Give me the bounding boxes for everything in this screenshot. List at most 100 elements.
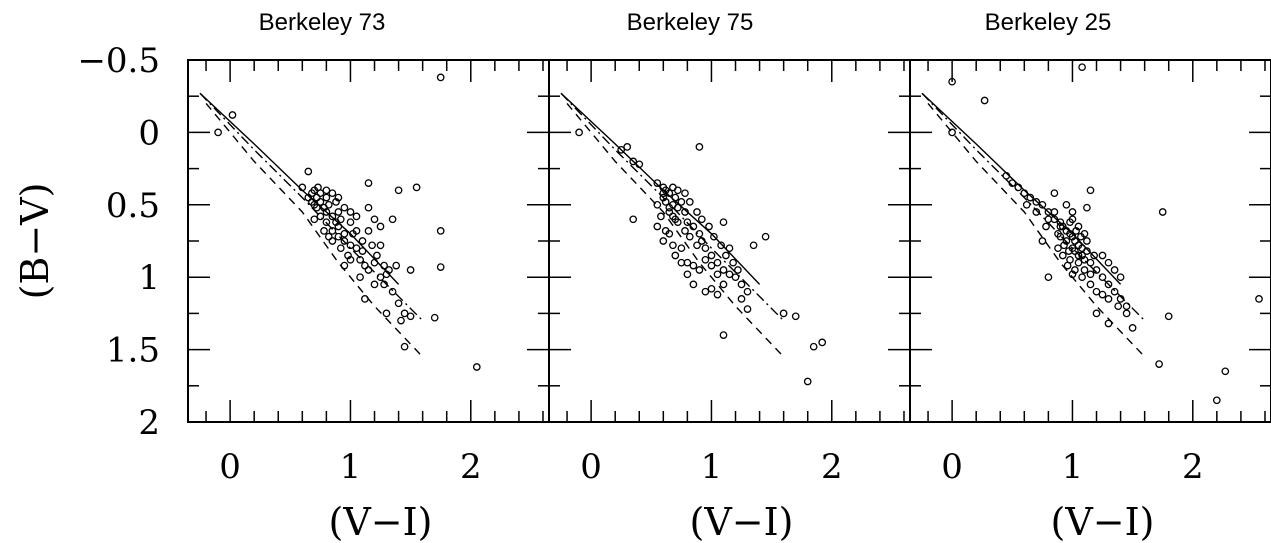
data-point xyxy=(406,312,415,321)
data-point xyxy=(358,247,367,255)
data-point xyxy=(661,227,670,235)
data-point xyxy=(352,212,361,221)
x-tick-label: 0 xyxy=(580,447,602,487)
axis-ticks xyxy=(549,59,910,423)
data-point xyxy=(334,232,343,241)
data-point xyxy=(322,193,331,202)
data-point xyxy=(677,258,686,267)
data-point xyxy=(669,212,677,221)
data-point xyxy=(1083,203,1091,212)
isochrone-curve xyxy=(199,92,400,285)
data-point xyxy=(346,241,355,250)
data-point xyxy=(1116,273,1125,282)
data-point xyxy=(328,237,337,245)
data-point xyxy=(701,255,710,264)
data-point xyxy=(1086,258,1095,267)
x-tick-label: 0 xyxy=(941,447,963,487)
data-point xyxy=(1090,251,1098,260)
data-point xyxy=(809,342,818,351)
panel-title: Berkeley 25 xyxy=(985,9,1112,36)
data-point xyxy=(895,157,901,163)
isochrone-curves xyxy=(560,92,785,358)
data-point xyxy=(1072,227,1080,235)
data-point xyxy=(701,287,710,296)
data-point xyxy=(1212,396,1221,405)
data-point xyxy=(304,193,313,202)
data-point xyxy=(1032,208,1041,216)
data-point xyxy=(324,232,333,241)
data-point xyxy=(430,313,439,322)
isochrone-curve xyxy=(921,92,1122,285)
y-tick-label: −0.5 xyxy=(77,41,160,81)
data-point xyxy=(373,251,381,260)
data-point xyxy=(1050,208,1059,216)
data-point xyxy=(1042,222,1050,231)
x-tick-label: 2 xyxy=(460,447,482,487)
data-point xyxy=(214,128,222,137)
data-point xyxy=(1078,63,1086,72)
y-tick-label: 0 xyxy=(138,113,160,153)
data-point xyxy=(346,255,355,264)
data-point xyxy=(761,232,770,241)
data-point xyxy=(358,237,367,245)
data-point xyxy=(388,287,397,296)
data-point xyxy=(695,266,704,274)
data-point xyxy=(1086,186,1095,195)
data-point xyxy=(731,273,740,282)
scatter-points xyxy=(895,63,1263,405)
data-point xyxy=(1104,319,1113,328)
data-point xyxy=(312,203,321,212)
data-point xyxy=(1114,302,1123,311)
data-point xyxy=(1077,232,1085,241)
data-point xyxy=(693,241,701,250)
isochrone-curves xyxy=(921,92,1146,358)
data-point xyxy=(697,215,706,224)
data-point xyxy=(681,189,689,198)
data-point xyxy=(1060,241,1068,250)
isochrone-curve xyxy=(560,92,761,285)
data-point xyxy=(412,183,421,192)
x-axis-label: (V−I) xyxy=(1051,500,1155,543)
data-point xyxy=(361,295,369,303)
data-point xyxy=(653,222,662,231)
data-point xyxy=(710,232,718,241)
panel-berkeley-73: Berkeley 73 0 1 2 (V−I) xyxy=(187,9,550,543)
data-point xyxy=(436,227,445,235)
data-point xyxy=(340,229,349,238)
data-point xyxy=(734,266,742,274)
data-point xyxy=(693,208,701,216)
data-point xyxy=(397,316,405,325)
y-axis: −0.5 0 0.5 1 1.5 2 (B−V) xyxy=(13,41,160,443)
data-point xyxy=(617,145,626,154)
data-point xyxy=(1110,266,1119,274)
data-point xyxy=(1164,312,1173,321)
data-point xyxy=(328,189,337,198)
data-point xyxy=(376,273,385,282)
data-point xyxy=(392,261,401,270)
data-point xyxy=(980,96,989,105)
data-point xyxy=(1078,273,1086,282)
data-point xyxy=(685,232,694,241)
x-tick-labels: 0 1 2 xyxy=(580,447,842,487)
data-point xyxy=(320,227,328,235)
data-point xyxy=(310,215,319,224)
data-point xyxy=(713,258,722,267)
panel-berkeley-25: Berkeley 25 0 1 2 (V−I) xyxy=(895,9,1271,543)
data-point xyxy=(370,215,379,224)
data-point xyxy=(328,212,337,221)
panel-title: Berkeley 75 xyxy=(627,9,754,36)
data-point xyxy=(336,244,345,253)
data-point xyxy=(340,237,349,245)
data-point xyxy=(364,203,373,212)
data-point xyxy=(707,261,716,270)
x-tick-label: 1 xyxy=(340,447,362,487)
isochrone-curves xyxy=(199,92,424,358)
y-tick-label: 1 xyxy=(138,258,160,298)
data-point xyxy=(689,280,698,289)
data-point xyxy=(436,263,445,271)
data-point xyxy=(653,200,662,209)
data-point xyxy=(316,212,325,221)
data-point xyxy=(368,241,376,250)
data-point xyxy=(948,128,956,137)
